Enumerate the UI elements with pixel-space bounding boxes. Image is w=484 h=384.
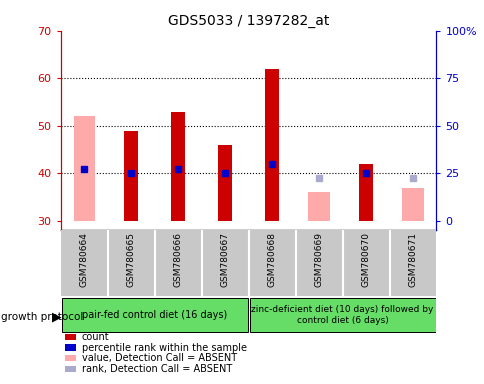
Bar	[218, 145, 232, 221]
Text: GSM780667: GSM780667	[220, 232, 229, 287]
Text: percentile rank within the sample: percentile rank within the sample	[82, 343, 246, 353]
Text: GSM780664: GSM780664	[79, 232, 89, 287]
Text: rank, Detection Call = ABSENT: rank, Detection Call = ABSENT	[82, 364, 232, 374]
Bar	[171, 111, 185, 221]
Bar	[249, 298, 435, 332]
Text: zinc-deficient diet (10 days) followed by
control diet (6 days): zinc-deficient diet (10 days) followed b…	[251, 305, 433, 324]
Text: value, Detection Call = ABSENT: value, Detection Call = ABSENT	[82, 353, 237, 363]
Text: GSM780670: GSM780670	[361, 232, 370, 287]
Bar	[402, 188, 423, 221]
Text: growth protocol: growth protocol	[1, 312, 83, 322]
Text: GSM780665: GSM780665	[126, 232, 136, 287]
Bar	[358, 164, 372, 221]
Text: count: count	[82, 332, 109, 342]
Bar	[124, 131, 138, 221]
Bar	[61, 298, 247, 332]
Text: GSM780666: GSM780666	[173, 232, 182, 287]
Text: ▶: ▶	[52, 310, 62, 323]
Text: GSM780669: GSM780669	[314, 232, 323, 287]
Text: pair-fed control diet (16 days): pair-fed control diet (16 days)	[82, 310, 227, 320]
Text: GSM780671: GSM780671	[408, 232, 417, 287]
Text: GSM780668: GSM780668	[267, 232, 276, 287]
Bar	[264, 69, 278, 221]
Title: GDS5033 / 1397282_at: GDS5033 / 1397282_at	[167, 14, 329, 28]
Bar	[308, 192, 329, 221]
Bar	[74, 116, 94, 221]
